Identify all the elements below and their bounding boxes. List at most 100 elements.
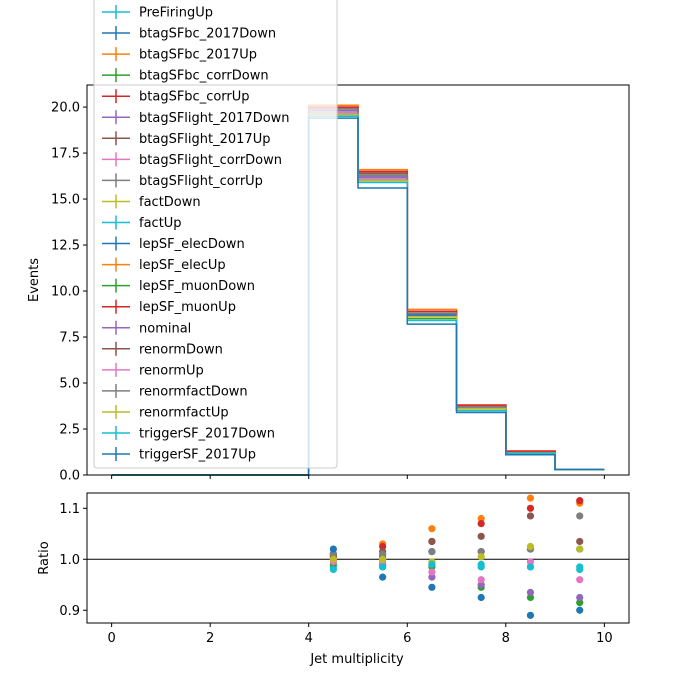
ratio-point: [526, 504, 535, 512]
ratio-point: [477, 519, 485, 528]
legend-label: btagSFbc_corrUp: [139, 90, 250, 105]
bottom-x-tick-label: 8: [502, 631, 510, 646]
ratio-point: [477, 514, 485, 523]
legend-label: renormDown: [139, 342, 223, 357]
bottom-x-tick-label: 0: [107, 631, 115, 646]
ratio-point: [576, 545, 584, 553]
top-y-tick-label: 17.5: [51, 147, 80, 162]
legend-label: factDown: [139, 195, 201, 210]
ratio-point: [379, 542, 387, 551]
bottom-x-ticks: 0 2 4 6 8 10: [107, 623, 613, 646]
legend-entry-factDown: factDown: [102, 194, 201, 210]
legend-entry-PreFiringUp: PreFiringUp: [102, 5, 213, 21]
ratio-point: [477, 581, 485, 589]
ratio-point: [379, 555, 387, 563]
legend-label: triggerSF_2017Up: [139, 448, 256, 463]
ratio-point: [428, 560, 436, 568]
ratio-point: [477, 553, 485, 561]
top-y-tick-label: 15.0: [51, 193, 80, 208]
ratio-point: [576, 599, 584, 607]
ratio-point: [379, 573, 387, 581]
ratio-point: [526, 588, 535, 597]
top-y-tick-label: 7.5: [59, 331, 80, 346]
legend-entry-btagSFlight_corrDown: btagSFlight_corrDown: [102, 152, 282, 168]
legend-label: lepSF_elecUp: [139, 258, 226, 273]
ratio-point: [576, 497, 584, 505]
ratio-point: [576, 606, 584, 614]
ratio-point: [477, 532, 485, 540]
legend-label: btagSFbc_2017Down: [139, 27, 276, 42]
ratio-point: [526, 593, 535, 602]
top-x-ticks: [111, 475, 605, 479]
ratio-point: [576, 537, 584, 546]
bottom-y-tick-label: 1.1: [59, 502, 80, 517]
legend-entry-renormDown: renormDown: [102, 341, 223, 357]
legend-label: btagSFlight_2017Up: [139, 132, 270, 147]
legend-label: renormfactDown: [139, 384, 248, 399]
bottom-panel: 0.9 1.0 1.1 0 2 4 6 8 10 Ratio Jet multiplicity: [37, 492, 630, 667]
ratio-point: [428, 525, 436, 533]
ratio-point: [576, 563, 584, 571]
legend-label: nominal: [139, 321, 191, 336]
bottom-y-axis-label: Ratio: [37, 541, 52, 574]
ratio-point: [329, 565, 337, 574]
legend-entry-nominal: nominal: [102, 320, 191, 336]
ratio-point: [428, 573, 436, 581]
bottom-x-tick-label: 10: [596, 631, 613, 646]
bottom-y-tick-label: 1.0: [59, 553, 80, 568]
legend-entry-btagSFbc_corrUp: btagSFbc_corrUp: [102, 89, 250, 105]
legend-frame: [93, 0, 338, 469]
ratio-point: [526, 542, 535, 551]
bottom-y-tick-label: 0.9: [59, 604, 80, 619]
bottom-x-tick-label: 6: [403, 631, 411, 646]
legend-entry-lepSF_elecUp: lepSF_elecUp: [102, 257, 226, 273]
ratio-point: [526, 563, 535, 571]
ratio-point: [329, 555, 337, 563]
ratio-point: [576, 593, 584, 602]
bottom-x-tick-label: 2: [206, 631, 214, 646]
ratio-point: [526, 512, 535, 520]
legend-entry-renormUp: renormUp: [102, 362, 204, 378]
legend-entry-btagSFbc_2017Down: btagSFbc_2017Down: [102, 26, 276, 42]
legend-label: btagSFbc_corrDown: [139, 69, 269, 84]
bottom-axes-frame: [86, 492, 630, 624]
legend-label: lepSF_muonUp: [139, 300, 236, 315]
ratio-point: [477, 576, 485, 584]
top-y-tick-label: 12.5: [51, 239, 80, 254]
legend-label: btagSFbc_2017Up: [139, 48, 257, 63]
ratio-point: [576, 512, 584, 520]
legend-label: btagSFlight_corrDown: [139, 153, 282, 168]
ratio-point: [526, 558, 535, 566]
legend-entry-renormfactUp: renormfactUp: [102, 404, 229, 420]
legend-items: PreFiringUp btagSFbc_2017Down btagSFbc_201…: [102, 5, 290, 463]
legend-label: lepSF_muonDown: [139, 279, 255, 294]
bottom-x-tick-label: 4: [305, 631, 313, 646]
legend-entry-btagSFbc_2017Up: btagSFbc_2017Up: [102, 47, 257, 63]
legend: PreFiringUp btagSFbc_2017Down btagSFbc_201…: [93, 0, 338, 469]
legend-label: lepSF_elecDown: [139, 237, 245, 252]
ratio-point: [477, 560, 485, 568]
ratio-point: [526, 494, 535, 502]
legend-label: btagSFlight_2017Down: [139, 111, 290, 126]
ratio-point: [379, 550, 387, 558]
legend-entry-renormfactDown: renormfactDown: [102, 383, 248, 399]
legend-entry-lepSF_elecDown: lepSF_elecDown: [102, 236, 245, 252]
top-y-tick-label: 10.0: [51, 285, 80, 300]
x-axis-label: Jet multiplicity: [309, 652, 404, 667]
top-y-ticks: 0.0 2.5 5.0 7.5 10.0 12.5 15.0 17.5 20.0: [51, 101, 87, 484]
top-axes-frame: [86, 84, 630, 476]
ratio-point: [428, 537, 436, 546]
ratio-point: [428, 583, 436, 591]
legend-label: renormfactUp: [139, 405, 229, 420]
legend-entry-lepSF_muonDown: lepSF_muonDown: [102, 278, 255, 294]
legend-label: triggerSF_2017Down: [139, 427, 275, 442]
legend-entry-btagSFlight_2017Up: btagSFlight_2017Up: [102, 131, 270, 147]
legend-label: btagSFlight_corrUp: [139, 174, 263, 189]
ratio-point: [428, 568, 436, 576]
legend-label: factUp: [139, 216, 182, 231]
top-panel: 0.0 2.5 5.0 7.5 10.0 12.5 15.0 17.5 20.0 Events: [27, 84, 630, 484]
top-y-axis-label: Events: [27, 258, 42, 302]
top-y-tick-label: 5.0: [59, 377, 80, 392]
top-y-tick-label: 0.0: [59, 469, 80, 484]
